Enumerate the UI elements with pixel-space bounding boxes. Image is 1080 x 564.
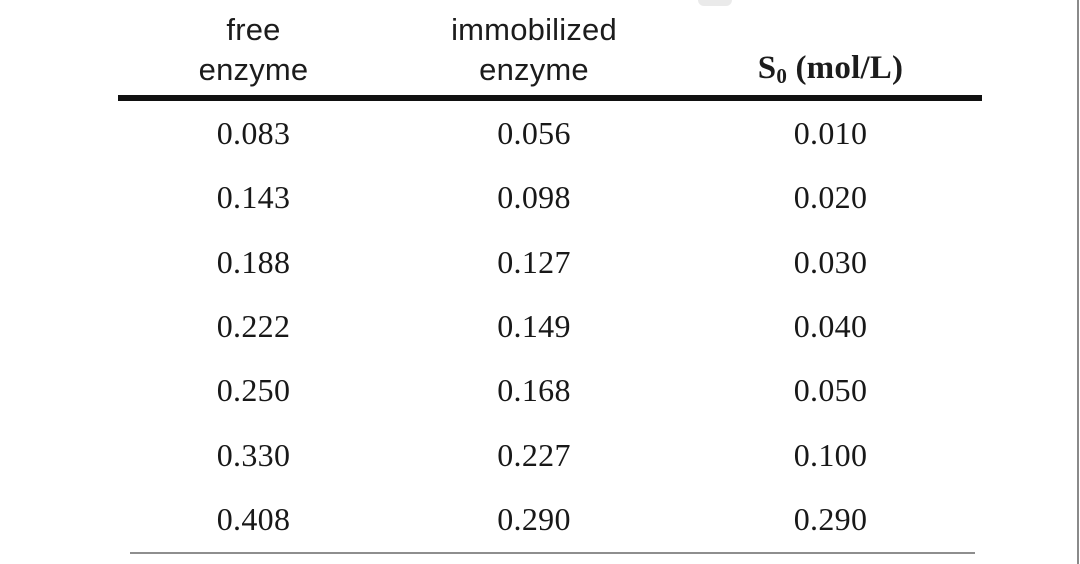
cell-immobilized-enzyme: 0.127 (497, 243, 571, 280)
cell-s0: 0.100 (793, 436, 868, 473)
column-header-immobilized-enzyme: immobilized enzyme (389, 0, 679, 95)
table-body: 0.083 0.056 0.010 0.143 0.098 0.020 0.18… (118, 101, 982, 552)
cell-immobilized-enzyme: 0.149 (497, 307, 571, 344)
cell-free-enzyme: 0.250 (216, 372, 291, 409)
cell-s0: 0.010 (793, 114, 868, 151)
column-header-s0: S0 (mol/L) (679, 0, 982, 95)
header-free-line1: free (226, 12, 281, 47)
cell-immobilized-enzyme: 0.227 (497, 436, 571, 473)
cell-free-enzyme: 0.330 (216, 436, 291, 473)
cell-free-enzyme: 0.188 (216, 243, 291, 280)
table-row: 0.083 0.056 0.010 (118, 101, 982, 165)
cell-free-enzyme: 0.408 (216, 501, 291, 538)
table-row: 0.408 0.290 0.290 (118, 488, 982, 552)
table-row: 0.250 0.168 0.050 (118, 359, 982, 423)
table-bottom-rule (130, 552, 975, 554)
cell-s0: 0.290 (793, 501, 868, 538)
header-divider-rule (118, 95, 982, 101)
table-row: 0.188 0.127 0.030 (118, 230, 982, 294)
column-header-free-enzyme: free enzyme (118, 0, 389, 95)
table-row: 0.222 0.149 0.040 (118, 294, 982, 358)
cell-immobilized-enzyme: 0.098 (497, 179, 571, 216)
cell-free-enzyme: 0.222 (216, 307, 291, 344)
scan-smudge-artifact (698, 0, 732, 6)
cell-s0: 0.040 (793, 307, 868, 344)
s0-units: (mol/L) (787, 50, 904, 86)
cell-immobilized-enzyme: 0.168 (497, 372, 571, 409)
table-row: 0.330 0.227 0.100 (118, 423, 982, 487)
table-row: 0.143 0.098 0.020 (118, 165, 982, 229)
cell-s0: 0.020 (793, 179, 868, 216)
header-s0-formula: S0 (mol/L) (757, 50, 904, 88)
cell-s0: 0.030 (793, 243, 868, 280)
s0-subscript: 0 (776, 64, 788, 88)
cell-s0: 0.050 (793, 372, 868, 409)
s0-symbol: S (757, 50, 777, 86)
header-immobilized-line1: immobilized (451, 12, 617, 47)
cell-immobilized-enzyme: 0.056 (497, 114, 571, 151)
header-immobilized-line2: enzyme (479, 52, 589, 87)
header-free-line2: enzyme (198, 52, 309, 87)
enzyme-rate-table: free enzyme immobilized enzyme S0 (mol/L… (118, 0, 982, 554)
cell-immobilized-enzyme: 0.290 (497, 501, 571, 538)
table-header-row: free enzyme immobilized enzyme S0 (mol/L… (118, 0, 982, 95)
cell-free-enzyme: 0.143 (216, 179, 291, 216)
cell-free-enzyme: 0.083 (216, 114, 291, 151)
right-edge-border-line (1077, 0, 1079, 564)
